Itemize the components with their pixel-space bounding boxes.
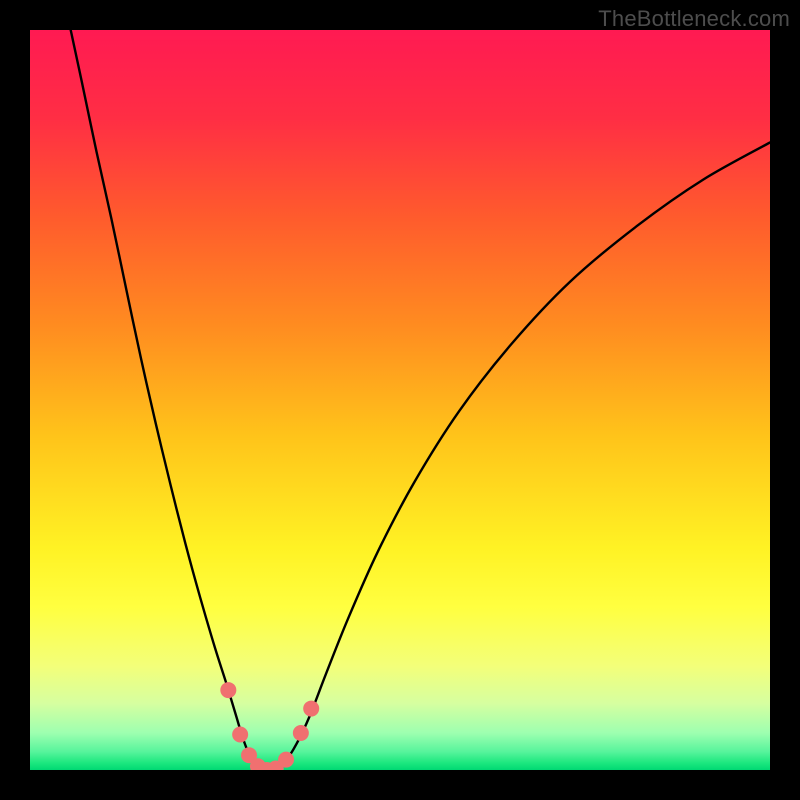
data-marker (232, 726, 248, 742)
data-marker (293, 725, 309, 741)
plot-frame (30, 30, 770, 770)
chart-container: TheBottleneck.com (0, 0, 800, 800)
watermark-text: TheBottleneck.com (598, 6, 790, 32)
data-marker (220, 682, 236, 698)
plot-background (30, 30, 770, 770)
data-marker (303, 701, 319, 717)
plot-svg (30, 30, 770, 770)
data-marker (278, 752, 294, 768)
